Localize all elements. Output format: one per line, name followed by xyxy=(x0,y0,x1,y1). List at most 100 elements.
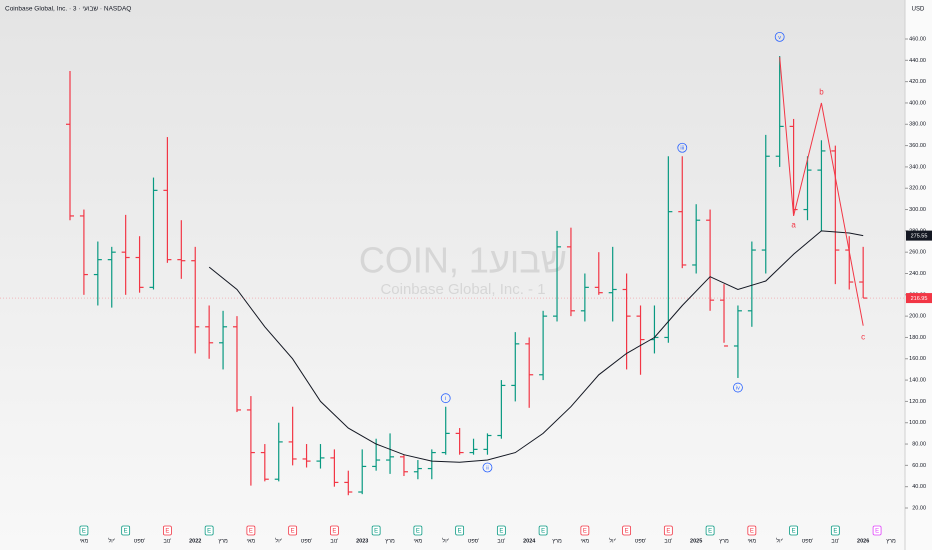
y-tick-label: 300.00 xyxy=(909,207,926,213)
x-tick-label: יול' xyxy=(442,537,449,544)
earnings-label: E xyxy=(625,529,629,535)
x-tick-label: ספט' xyxy=(802,538,814,544)
earnings-marker xyxy=(329,525,339,536)
earnings-label: E xyxy=(458,529,462,535)
y-tick-label: 340.00 xyxy=(909,164,926,170)
price-label: 275.55 xyxy=(911,234,928,240)
earnings-label: E xyxy=(249,529,253,535)
wave-label: iii xyxy=(680,146,684,152)
earnings-marker xyxy=(872,525,882,536)
earnings-marker xyxy=(622,525,632,536)
x-tick-label: 2022 xyxy=(189,538,201,544)
price-label-box xyxy=(906,230,932,241)
y-tick-label: 180.00 xyxy=(909,335,926,341)
x-tick-label: נוב' xyxy=(163,538,171,544)
y-tick-label: 40.00 xyxy=(912,484,926,490)
x-tick-label: נוב' xyxy=(497,538,505,544)
abc-label: b xyxy=(819,87,824,96)
earnings-label: E xyxy=(207,529,211,535)
wave-label: v xyxy=(778,35,781,41)
y-tick-label: 20.00 xyxy=(912,505,926,511)
abc-line xyxy=(779,57,864,326)
x-tick-label: ספט' xyxy=(635,538,647,544)
chart-title: Coinbase Global, Inc. · 3 · שבועי · NASD… xyxy=(5,6,131,13)
y-tick-label: 60.00 xyxy=(912,463,926,469)
wave-circle xyxy=(482,462,493,473)
y-tick-label: 360.00 xyxy=(909,143,926,149)
wave-circle xyxy=(733,382,743,393)
earnings-label: E xyxy=(708,529,712,535)
y-tick-label: 440.00 xyxy=(909,58,926,64)
y-tick-label: 420.00 xyxy=(909,79,926,85)
x-tick-label: יול' xyxy=(609,537,616,544)
earnings-marker xyxy=(246,525,256,536)
earnings-marker xyxy=(496,525,506,536)
earnings-label: E xyxy=(165,529,169,535)
earnings-label: E xyxy=(374,529,378,535)
watermark: COIN, 1שבוע xyxy=(359,240,567,281)
earnings-label: E xyxy=(541,529,545,535)
earnings-marker xyxy=(413,525,423,536)
earnings-label: E xyxy=(666,529,670,535)
y-tick-label: 100.00 xyxy=(909,420,926,426)
price-label-box xyxy=(906,293,932,304)
earnings-marker xyxy=(288,525,298,536)
wave-label: iv xyxy=(736,386,740,392)
y-tick-label: 460.00 xyxy=(909,36,926,42)
earnings-label: E xyxy=(82,529,86,535)
earnings-marker xyxy=(747,525,757,536)
earnings-marker xyxy=(663,525,673,536)
y-tick-label: 240.00 xyxy=(909,271,926,277)
abc-label: c xyxy=(861,333,865,342)
x-tick-label: נוב' xyxy=(831,538,839,544)
earnings-marker xyxy=(204,525,214,536)
earnings-marker xyxy=(121,525,131,536)
earnings-label: E xyxy=(792,529,796,535)
x-tick-label: ספט' xyxy=(468,538,480,544)
earnings-label: E xyxy=(332,529,336,535)
x-tick-label: מרץ xyxy=(218,538,228,544)
earnings-marker xyxy=(538,525,548,536)
earnings-marker xyxy=(455,525,465,536)
price-axis-bg xyxy=(905,0,932,550)
earnings-marker xyxy=(830,525,840,536)
earnings-label: E xyxy=(583,529,587,535)
earnings-label: E xyxy=(750,529,754,535)
earnings-label: E xyxy=(124,529,128,535)
y-tick-label: 120.00 xyxy=(909,399,926,405)
x-tick-label: מאי xyxy=(80,538,89,544)
y-tick-label: 200.00 xyxy=(909,314,926,320)
x-tick-label: 2024 xyxy=(523,538,536,544)
y-tick-label: 400.00 xyxy=(909,100,926,106)
currency: USD xyxy=(912,7,925,13)
y-tick-label: 160.00 xyxy=(909,356,926,362)
x-tick-label: מרץ xyxy=(385,538,395,544)
x-tick-label: יול' xyxy=(776,537,783,544)
earnings-marker xyxy=(371,525,381,536)
earnings-label: E xyxy=(499,529,503,535)
wave-circle xyxy=(774,31,785,42)
y-tick-label: 320.00 xyxy=(909,186,926,192)
wave-circle xyxy=(440,393,451,404)
x-tick-label: 2023 xyxy=(356,538,368,544)
wave-label: i xyxy=(445,396,446,402)
x-tick-label: נוב' xyxy=(330,538,338,544)
x-tick-label: יול' xyxy=(108,537,115,544)
x-tick-label: יול' xyxy=(275,537,282,544)
y-tick-label: 140.00 xyxy=(909,378,926,384)
earnings-marker xyxy=(705,525,715,536)
earnings-marker xyxy=(580,525,590,536)
x-tick-label: מרץ xyxy=(552,538,562,544)
abc-label: a xyxy=(791,221,796,230)
wave-circle xyxy=(677,142,688,153)
x-tick-label: נוב' xyxy=(664,538,672,544)
earnings-marker xyxy=(789,525,798,536)
x-tick-label: מרץ xyxy=(719,538,729,544)
earnings-label: E xyxy=(416,529,420,535)
earnings-label: E xyxy=(875,529,879,535)
x-tick-label: מרץ xyxy=(886,538,896,544)
x-tick-label: מאי xyxy=(748,538,757,544)
wave-label: ii xyxy=(486,465,488,471)
